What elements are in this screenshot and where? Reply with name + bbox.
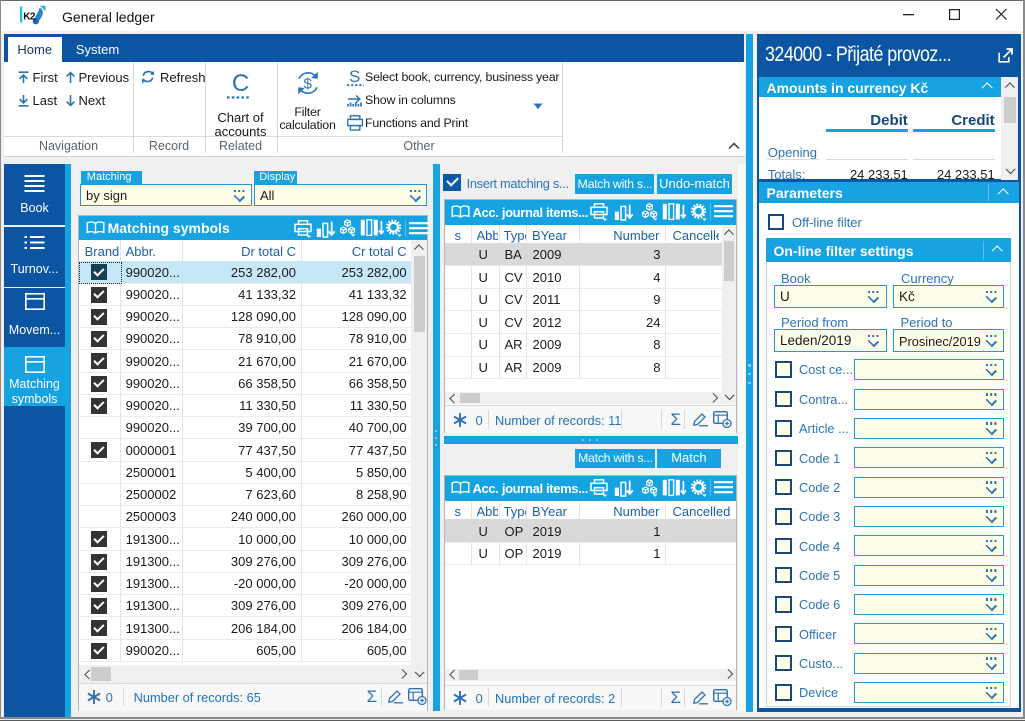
svg-text:$: $ (304, 76, 313, 93)
svg-text:K2: K2 (23, 11, 36, 22)
